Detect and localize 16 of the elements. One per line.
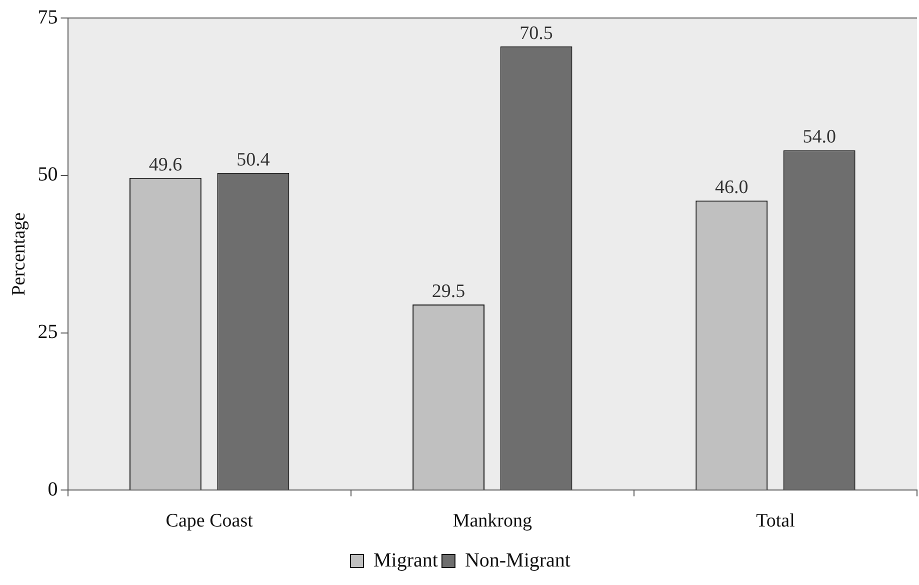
y-tick-label: 0 — [48, 478, 58, 500]
data-label: 54.0 — [802, 126, 836, 148]
x-tick-label: Mankrong — [452, 510, 532, 532]
data-label: 70.5 — [520, 22, 553, 44]
y-tick-label: 50 — [38, 164, 58, 186]
y-tick-label: 25 — [38, 321, 58, 344]
x-tick-label: Total — [756, 510, 795, 532]
data-label: 46.0 — [714, 177, 748, 198]
data-label: 29.5 — [432, 280, 466, 302]
data-label: 49.6 — [148, 154, 182, 176]
x-tick-label: Cape Coast — [166, 510, 254, 532]
legend-label: Non-Migrant — [464, 549, 571, 572]
data-label: 50.4 — [236, 149, 270, 170]
y-axis-title: Percentage — [8, 212, 30, 296]
y-tick-label: 75 — [38, 6, 58, 28]
legend-label: Migrant — [374, 549, 438, 572]
